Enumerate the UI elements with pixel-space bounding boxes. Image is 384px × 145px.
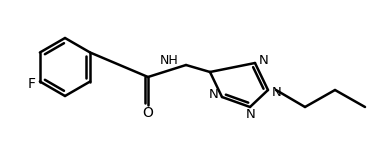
Text: O: O <box>142 106 154 120</box>
Text: F: F <box>28 77 36 90</box>
Text: NH: NH <box>160 55 179 68</box>
Text: N: N <box>272 86 282 98</box>
Text: N: N <box>246 108 256 122</box>
Text: N: N <box>209 87 219 100</box>
Text: N: N <box>259 54 269 67</box>
